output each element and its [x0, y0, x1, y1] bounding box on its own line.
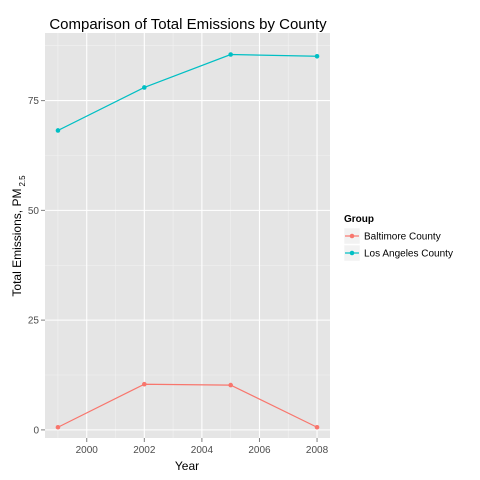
- data-point-los-angeles-county: [142, 85, 147, 90]
- x-tick-label: 2008: [306, 445, 329, 456]
- y-axis-title-subscript: 2.5: [18, 175, 27, 187]
- data-point-baltimore-county: [142, 381, 147, 387]
- legend: Group Baltimore County Los Angeles County: [343, 214, 453, 262]
- data-point-los-angeles-county: [314, 53, 320, 59]
- legend-title: Group: [344, 214, 374, 225]
- grid-major: [45, 33, 330, 438]
- legend-label-baltimore-county: Baltimore County: [364, 232, 441, 243]
- x-axis-title: Year: [175, 459, 199, 473]
- x-tick-label: 2000: [76, 445, 99, 456]
- series-lines: [57, 53, 318, 428]
- y-axis-title-main: Total Emissions, PM: [10, 189, 24, 297]
- y-tick-label: 75: [28, 96, 40, 107]
- x-tick-label: 2002: [133, 445, 156, 456]
- y-tick-label: 50: [28, 206, 40, 217]
- data-point-baltimore-county: [228, 382, 233, 388]
- data-point-baltimore-county: [314, 424, 320, 430]
- legend-label-los-angeles-county: Los Angeles County: [364, 249, 453, 260]
- chart-title: Comparison of Total Emissions by County: [49, 16, 327, 33]
- y-axis: 0 25 50 75: [28, 96, 45, 436]
- y-tick-label: 0: [33, 425, 39, 436]
- data-point-baltimore-county: [55, 424, 61, 430]
- legend-key-point-los-angeles-county: [349, 250, 355, 256]
- data-point-los-angeles-county: [55, 128, 61, 133]
- x-tick-label: 2004: [191, 445, 214, 456]
- plot-panel: [45, 33, 330, 438]
- y-tick-label: 25: [28, 316, 40, 327]
- y-axis-title: Total Emissions, PM 2.5: [10, 175, 27, 297]
- data-point-los-angeles-county: [228, 52, 233, 57]
- series-line-los-angeles-county: [57, 53, 318, 132]
- series-line-baltimore-county: [57, 383, 318, 428]
- legend-key-point-baltimore-county: [349, 233, 355, 239]
- series-points: [55, 52, 320, 430]
- x-axis: 2000 2002 2004 2006 2008: [76, 438, 329, 456]
- x-tick-label: 2006: [248, 445, 271, 456]
